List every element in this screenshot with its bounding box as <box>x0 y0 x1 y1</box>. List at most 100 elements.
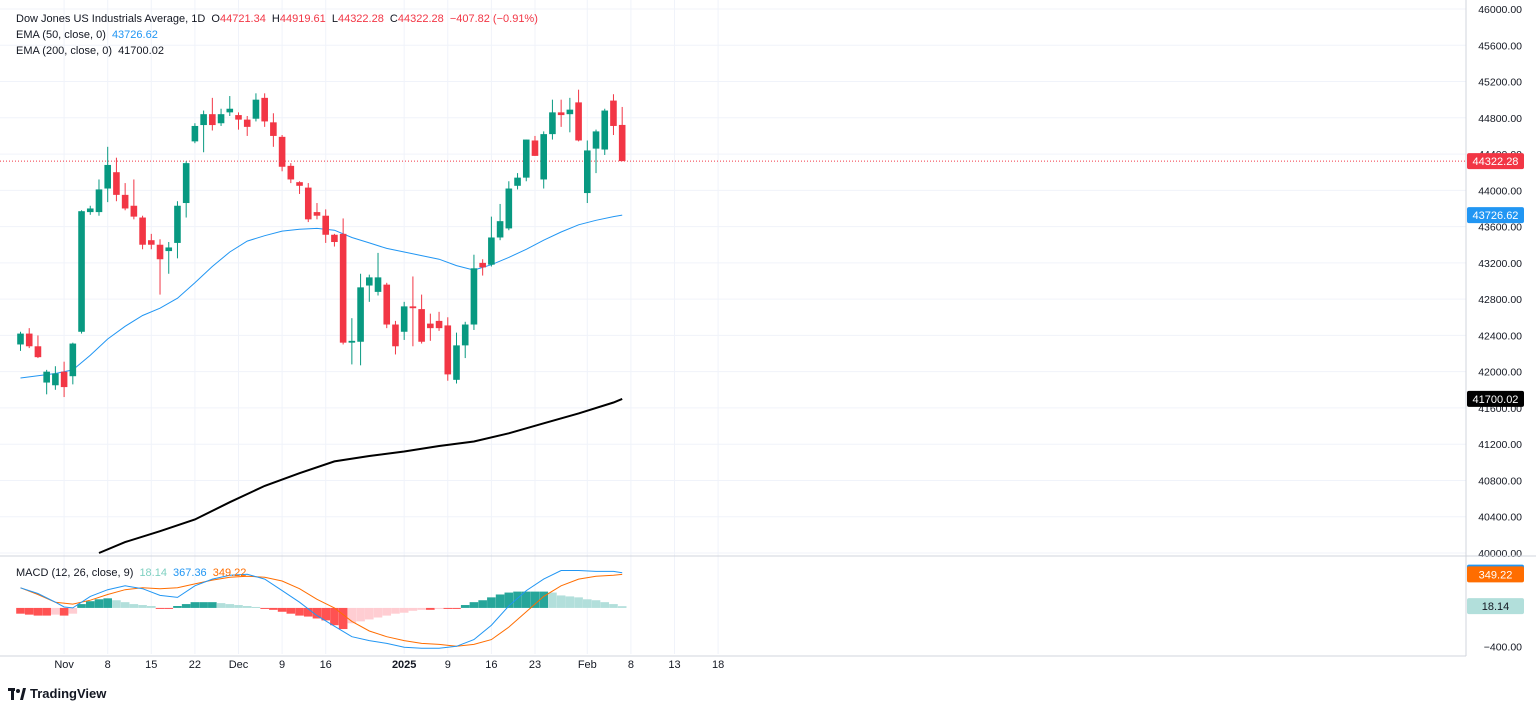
macd-histogram-bar <box>138 605 147 608</box>
legend-ema200[interactable]: EMA (200, close, 0) 41700.02 <box>16 45 167 57</box>
candle-down <box>34 346 42 358</box>
macd-histogram-bar <box>251 606 261 608</box>
candle-down <box>156 244 164 260</box>
macd-histogram-bar <box>225 604 235 608</box>
candle-down <box>60 371 68 388</box>
macd-histogram-bar <box>443 607 453 609</box>
macd-histogram-bar <box>434 607 444 609</box>
macd-tick-label: −400.00 <box>1484 641 1522 653</box>
macd-histogram-bar <box>417 607 426 610</box>
legend-ohlc: Dow Jones US Industrials Average, 1D O44… <box>16 13 541 25</box>
time-tick-label: 22 <box>189 659 201 671</box>
candle-up <box>104 164 111 189</box>
price-tick-label: 44000.00 <box>1478 185 1522 197</box>
candle-down <box>392 324 399 347</box>
candle-down <box>304 187 312 220</box>
macd-histogram-bar <box>269 607 278 610</box>
candle-up <box>86 208 94 213</box>
macd-histogram-bar <box>295 607 304 616</box>
candle-up <box>357 287 364 342</box>
time-tick-label: 8 <box>628 659 634 671</box>
ema200-label: EMA (200, close, 0) <box>16 45 112 57</box>
time-tick-label: 9 <box>279 659 285 671</box>
macd-histogram-bar <box>216 603 226 608</box>
macd-histogram-bar <box>330 607 339 626</box>
macd-histogram-bar <box>234 605 243 608</box>
candle-down <box>261 97 268 122</box>
close-label: C <box>389 13 398 25</box>
price-tick-label: 44800.00 <box>1478 113 1522 125</box>
candle-up <box>252 99 260 119</box>
ema200-badge: 41700.02 <box>1473 394 1519 406</box>
candle-up <box>43 371 50 383</box>
candle-down <box>418 309 425 342</box>
macd-hist-value: 18.14 <box>139 567 167 579</box>
candle-up <box>200 114 207 126</box>
legend-macd[interactable]: MACD (12, 26, close, 9) 18.14 367.36 349… <box>16 567 249 579</box>
last-price-badge-bg <box>1467 153 1524 170</box>
macd-histogram-bar <box>373 607 383 618</box>
tradingview-logo-icon <box>8 687 26 700</box>
macd-histogram-bar <box>155 607 165 609</box>
candle-up <box>488 237 495 265</box>
candle-down <box>287 165 295 180</box>
candle-down <box>148 240 155 245</box>
candle-up <box>566 109 574 115</box>
macd-histogram-bar <box>408 607 418 611</box>
time-tick-label: Dec <box>229 659 249 671</box>
macd-histogram-bar <box>356 607 365 622</box>
candle-up <box>601 110 609 150</box>
macd-histogram-bar <box>548 592 557 608</box>
candle-down <box>270 122 277 136</box>
macd-histogram-bar <box>452 607 461 609</box>
macd-histogram-bar <box>181 604 191 608</box>
macd-histogram-bar <box>112 600 121 608</box>
low-label: L <box>331 13 338 25</box>
candle-up <box>400 306 408 332</box>
macd-histogram-bar <box>365 607 374 620</box>
macd-histogram-bar <box>347 607 357 624</box>
price-tick-label: 40800.00 <box>1478 475 1522 487</box>
macd-histogram-bar <box>16 607 25 614</box>
candle-up <box>226 108 234 113</box>
macd-histogram-bar <box>521 591 531 608</box>
macd-histogram-bar <box>530 591 540 608</box>
macd-histogram-bar <box>277 607 287 612</box>
candle-down <box>296 182 303 186</box>
candle-up <box>165 247 173 252</box>
open-value: 44721.34 <box>219 13 266 25</box>
candle-up <box>191 125 199 142</box>
price-tick-label: 42400.00 <box>1478 330 1522 342</box>
candle-down <box>322 215 329 235</box>
macd-histogram-bar <box>609 604 618 608</box>
time-tick-label: 8 <box>105 659 111 671</box>
price-tick-label: 45600.00 <box>1478 40 1522 52</box>
candle-down <box>427 323 434 329</box>
candle-down <box>139 217 146 245</box>
macd-histogram-bar <box>94 599 104 608</box>
candle-down <box>444 325 452 375</box>
time-tick-label: 9 <box>445 659 451 671</box>
macd-histogram-bar <box>478 600 487 608</box>
macd-histogram-bar <box>51 607 60 615</box>
candle-up <box>52 373 59 386</box>
legend-ema50[interactable]: EMA (50, close, 0) 43726.62 <box>16 29 161 41</box>
last-price-badge: 44322.28 <box>1473 156 1519 168</box>
tradingview-branding[interactable]: TradingView <box>8 686 106 701</box>
macd-histogram-bar <box>391 607 400 614</box>
symbol-title: Dow Jones US Industrials Average, 1D <box>16 13 206 25</box>
candle-up <box>496 221 504 238</box>
candle-down <box>209 114 216 126</box>
candle-up <box>514 177 521 186</box>
candle-down <box>243 119 251 127</box>
candle-up <box>366 277 373 286</box>
candle-down <box>339 233 347 343</box>
price-tick-label: 42000.00 <box>1478 367 1522 379</box>
ema200-value: 41700.02 <box>118 45 164 57</box>
change-value: −407.82 (−0.91%) <box>449 13 538 25</box>
time-tick-label: 16 <box>320 659 332 671</box>
candle-up <box>540 134 547 180</box>
macd-histogram-bar <box>321 607 330 621</box>
